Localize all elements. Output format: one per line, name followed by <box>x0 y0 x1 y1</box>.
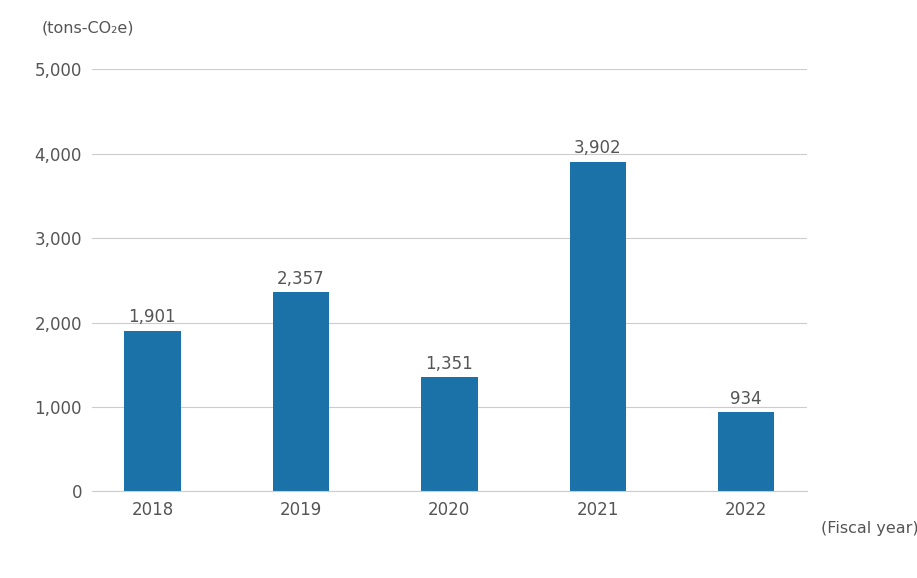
Bar <box>272 292 329 491</box>
Text: (tons-CO₂e): (tons-CO₂e) <box>41 21 134 36</box>
Bar <box>421 377 478 491</box>
Text: 3,902: 3,902 <box>574 139 622 157</box>
Text: 1,901: 1,901 <box>128 308 176 326</box>
Text: 934: 934 <box>731 390 762 408</box>
Text: 1,351: 1,351 <box>425 355 473 373</box>
Bar <box>718 413 775 491</box>
Bar <box>124 331 181 491</box>
Bar <box>569 162 626 491</box>
Text: (Fiscal year): (Fiscal year) <box>822 521 917 536</box>
Text: 2,357: 2,357 <box>277 270 325 288</box>
